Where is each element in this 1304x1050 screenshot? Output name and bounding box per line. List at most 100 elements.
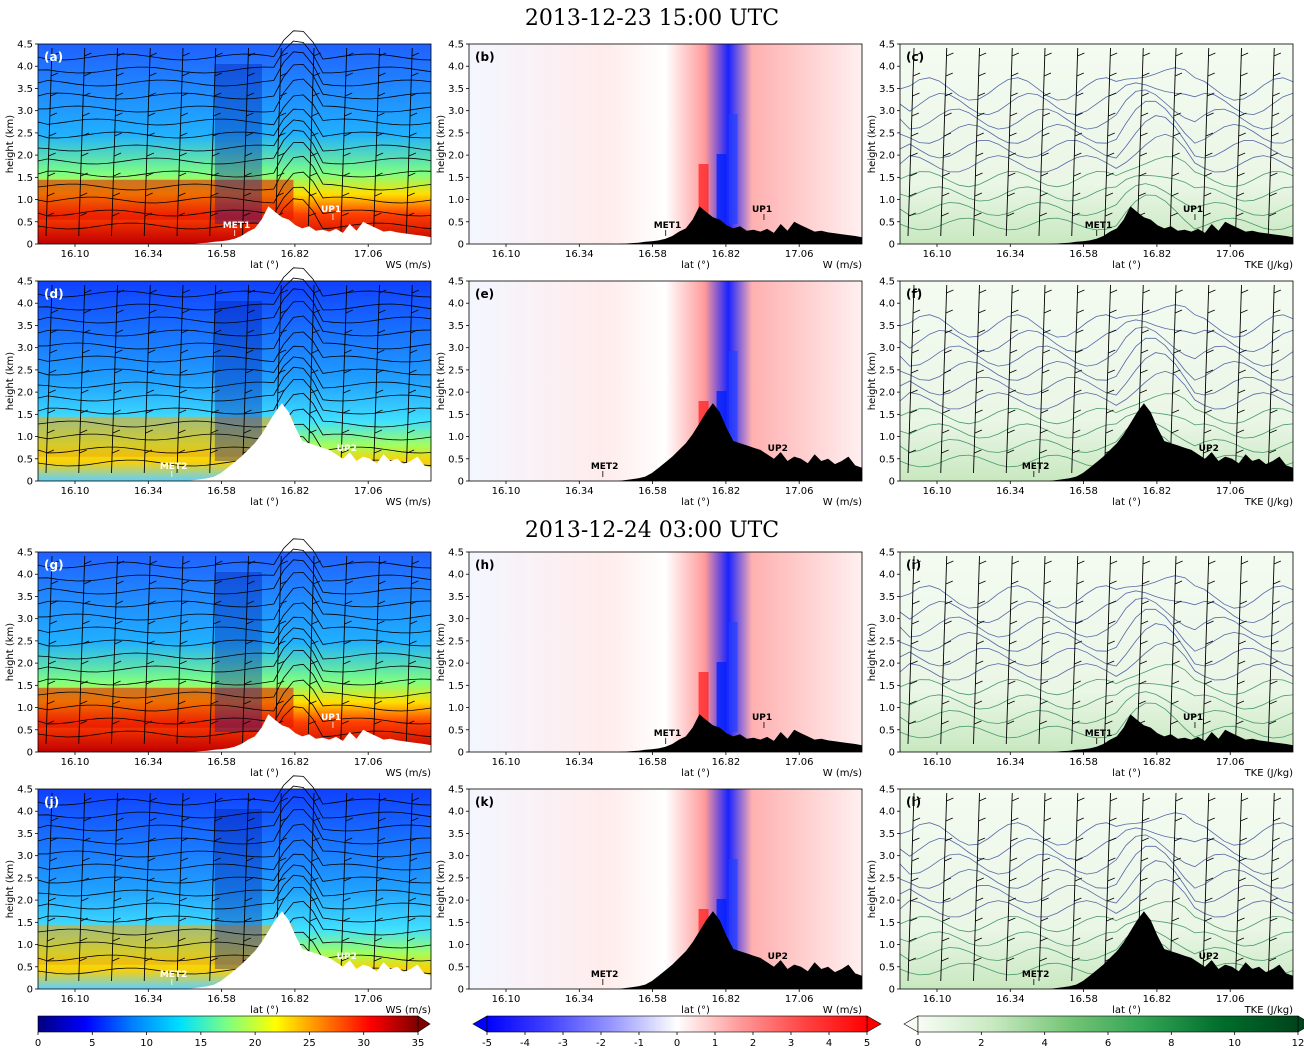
site-label-met2: MET2 [160,462,188,472]
barb-flag [1140,640,1148,645]
wind-barb [111,47,118,237]
y-tick-label: 2.5 [879,873,895,884]
barb-flag [1207,309,1215,314]
barb-flag [1204,700,1212,705]
site-label-up2: UP2 [1199,444,1219,454]
variable-label: WS (m/s) [385,497,431,508]
barb-flag [82,857,90,862]
barb-flag [976,640,984,645]
x-tick-label: 17.06 [1216,994,1245,1005]
barb-flag [946,560,954,565]
axes-frame [37,788,432,990]
barb-flag [1074,640,1083,645]
barb-flag [214,92,222,97]
barb-flag [244,409,252,414]
barb-flag [1240,309,1248,314]
wind-barb [940,555,948,745]
barb-flag [1042,132,1050,137]
barb-flag [278,132,286,137]
wind-barb [340,555,348,745]
colorbar-tke: 0 2 4 6 8 10 12 [903,1015,1304,1049]
axes-frame [37,43,432,245]
theta-contour [37,51,432,87]
wind-barb [973,792,980,982]
barb-flag [1040,409,1049,414]
time-title-bottom: 2013-12-24 03:00 UTC [524,518,780,543]
barb-flag [941,449,949,454]
barb-flag [343,369,352,374]
barb-flag [1208,560,1216,565]
barb-flag [1109,817,1117,822]
barb-flag [178,680,187,685]
barb-flag [280,52,289,57]
barb-flag [377,857,385,862]
barb-flag [343,640,352,645]
panel-f: 0 0.5 1.0 1.5 2.0 2.5 3.0 3.5 4.0 4.5 height (km) 1… [867,277,1294,508]
barb-flag [1268,449,1277,454]
y-tick-label: 3.0 [879,343,895,354]
site-label-up2: UP2 [768,952,788,962]
theta-contour [37,155,432,191]
y-tick-label: 0.5 [17,962,33,973]
y-tick-label: 4.0 [879,807,895,818]
y-tick-label: 3.0 [17,106,33,117]
contour-line [899,827,1294,861]
barb-flag [343,877,352,882]
theta-contour [37,171,432,204]
barb-flag [1142,289,1151,294]
barb-flag [346,289,354,294]
wind-barb [1071,47,1079,237]
barb-flag [178,172,187,177]
x-tick-label: 17.06 [354,757,383,768]
contour-line [899,575,1294,609]
barb-flag [1174,92,1182,97]
barb-flag [50,837,58,842]
colorbar-extend-max [1297,1015,1304,1033]
barb-flag [1073,409,1081,414]
barb-flag [942,700,950,705]
site-label-met1: MET1 [1085,729,1113,739]
barb-flag [180,132,188,137]
barb-flag [80,917,88,922]
barb-flag [247,52,256,57]
barb-flag [311,877,319,882]
barb-flag [246,349,254,354]
y-tick-label: 3.5 [17,592,33,603]
theta-contour [37,853,431,884]
barb-flag [1205,877,1214,882]
site-label-met2: MET2 [160,970,188,980]
barb-flag [80,192,88,197]
barb-flag [913,289,921,294]
barb-flag [377,349,385,354]
barb-flag [343,132,352,137]
barb-flag [114,877,122,882]
barb-flag [116,289,125,294]
barb-flag [1204,937,1212,942]
barb-flag [81,640,90,645]
barb-flag [310,660,318,665]
theta-contour [37,572,432,608]
barb-flag [211,700,219,705]
barb-flag [908,957,916,962]
x-tick-label: 16.10 [61,994,90,1005]
barb-flag [1075,857,1083,862]
wind-barb [78,284,86,474]
wind-barb [1136,555,1144,745]
barb-flag [49,877,57,882]
barb-flag [212,640,221,645]
barb-flag [79,720,87,725]
wind-barb [1038,47,1046,237]
x-tick-label: 16.58 [638,249,667,260]
barb-flag [1269,700,1277,705]
y-tick-label: 2.0 [17,388,33,399]
variable-label: TKE (J/kg) [1244,1005,1294,1016]
barb-flag [313,560,321,565]
wind-barb [1104,792,1111,982]
theta-contour [37,839,432,871]
x-axis-label: lat (°) [250,1005,279,1016]
barb-flag [115,600,124,605]
y-axis-label: height (km) [867,860,878,918]
barb-flag [1074,369,1083,374]
x-axis-label: lat (°) [681,768,710,779]
wind-barb [940,284,948,474]
